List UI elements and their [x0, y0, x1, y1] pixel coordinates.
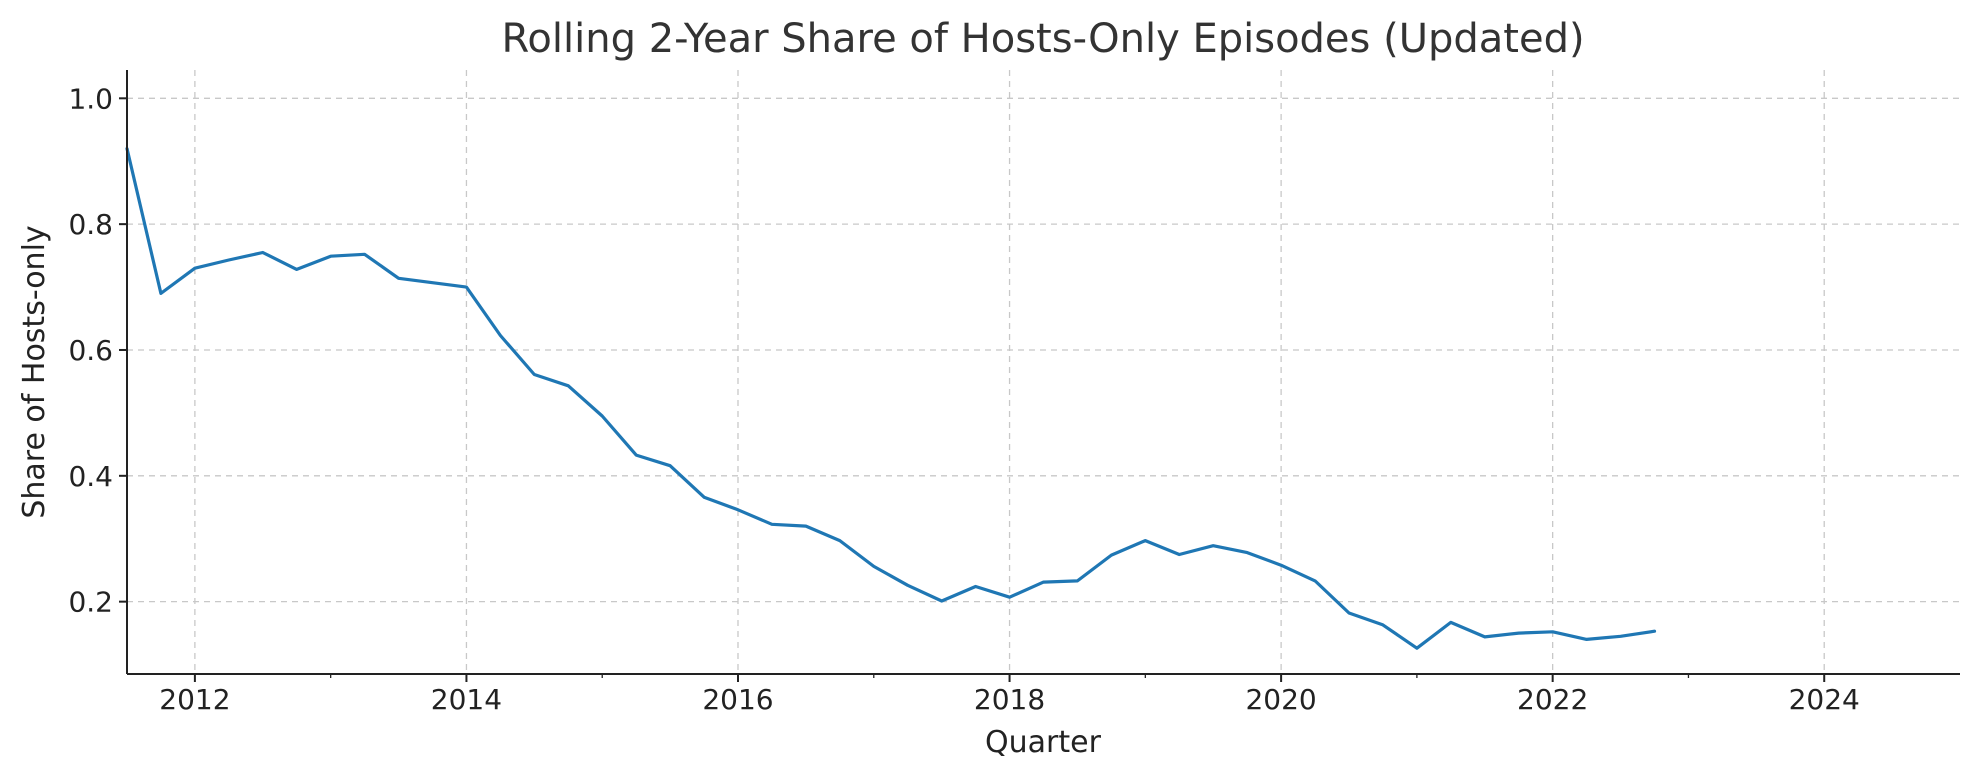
series-line-0 — [125, 147, 1657, 650]
x-tick-label: 2018 — [974, 683, 1045, 716]
x-tick-label: 2012 — [159, 683, 230, 716]
x-axis-label: Quarter — [985, 725, 1102, 760]
x-tick-label: 2024 — [1789, 683, 1860, 716]
y-tick-label: 1.0 — [68, 82, 113, 115]
x-tick-label: 2016 — [702, 683, 773, 716]
series-layer — [125, 147, 1657, 650]
x-tick-label: 2020 — [1245, 683, 1316, 716]
y-tick-label: 0.6 — [68, 334, 113, 367]
x-tick-label: 2022 — [1517, 683, 1588, 716]
chart-title: Rolling 2-Year Share of Hosts-Only Episo… — [501, 16, 1584, 62]
y-tick-label: 0.8 — [68, 208, 113, 241]
grid-lines — [127, 70, 1960, 674]
axes — [126, 70, 1960, 675]
y-axis-label: Share of Hosts-only — [17, 225, 52, 518]
tick-marks: 2012 2014 2016 2018 2020 2022 2024 0.2 0.4 0.6 0.8… — [68, 82, 1859, 716]
y-tick-label: 0.4 — [68, 460, 113, 493]
y-tick-label: 0.2 — [68, 586, 113, 619]
x-tick-label: 2014 — [431, 683, 502, 716]
